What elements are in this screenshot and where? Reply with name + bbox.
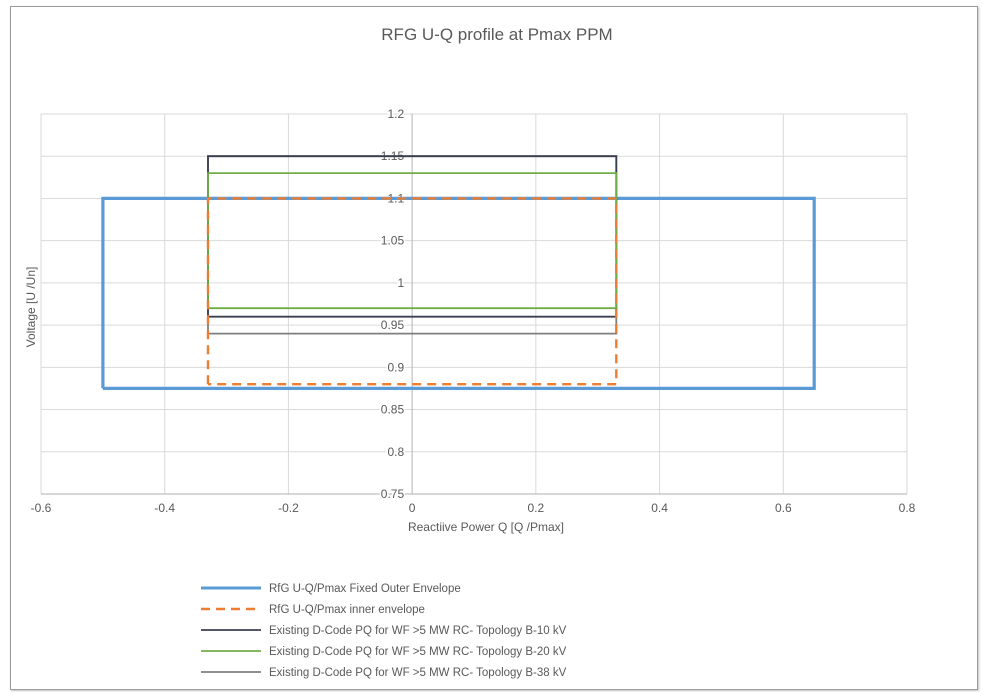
y-tick-label: 0.85 — [381, 403, 405, 417]
y-tick-label: 1 — [397, 276, 404, 290]
chart: RFG U-Q profile at Pmax PPM -0.6 -0.4 -0.2… — [24, 25, 916, 679]
y-tick-label: 1.05 — [381, 234, 405, 248]
x-tick-label: -0.2 — [278, 501, 299, 515]
legend-label: Existing D-Code PQ for WF >5 MW RC- Topo… — [269, 625, 567, 637]
series-line-0 — [101, 196, 816, 390]
legend-label: Existing D-Code PQ for WF >5 MW RC- Topo… — [269, 667, 567, 679]
chart-frame: RFG U-Q profile at Pmax PPM -0.6 -0.4 -0.2… — [10, 6, 978, 690]
y-tick-label: 1.2 — [387, 107, 404, 121]
axes — [41, 114, 907, 495]
legend: RfG U-Q/Pmax Fixed Outer Envelope RfG U-Q… — [201, 583, 567, 679]
y-tick-label: 0.8 — [387, 445, 404, 459]
series-layer — [101, 155, 816, 390]
x-tick-label: -0.4 — [154, 501, 175, 515]
y-tick-label: 0.75 — [381, 487, 405, 501]
gridlines — [40, 113, 908, 494]
chart-title: RFG U-Q profile at Pmax PPM — [381, 25, 612, 44]
x-axis-label: Reactiive Power Q [Q /Pmax] — [408, 520, 564, 534]
y-tick-label: 0.95 — [381, 318, 405, 332]
x-tick-label: 0 — [409, 501, 416, 515]
x-tick-label: -0.6 — [31, 501, 52, 515]
legend-label: Existing D-Code PQ for WF >5 MW RC- Topo… — [269, 646, 567, 658]
x-tick-labels: -0.6 -0.4 -0.2 0 0.2 0.4 0.6 0.8 — [31, 501, 916, 515]
x-tick-label: 0.6 — [775, 501, 792, 515]
y-tick-label: 0.9 — [387, 360, 404, 374]
legend-label: RfG U-Q/Pmax inner envelope — [269, 604, 425, 616]
legend-label: RfG U-Q/Pmax Fixed Outer Envelope — [269, 583, 461, 595]
series-line-1 — [206, 197, 618, 386]
x-tick-label: 0.4 — [651, 501, 668, 515]
y-axis-label: Voltage [U /Un] — [24, 267, 38, 348]
x-tick-label: 0.2 — [528, 501, 545, 515]
x-tick-label: 0.8 — [899, 501, 916, 515]
